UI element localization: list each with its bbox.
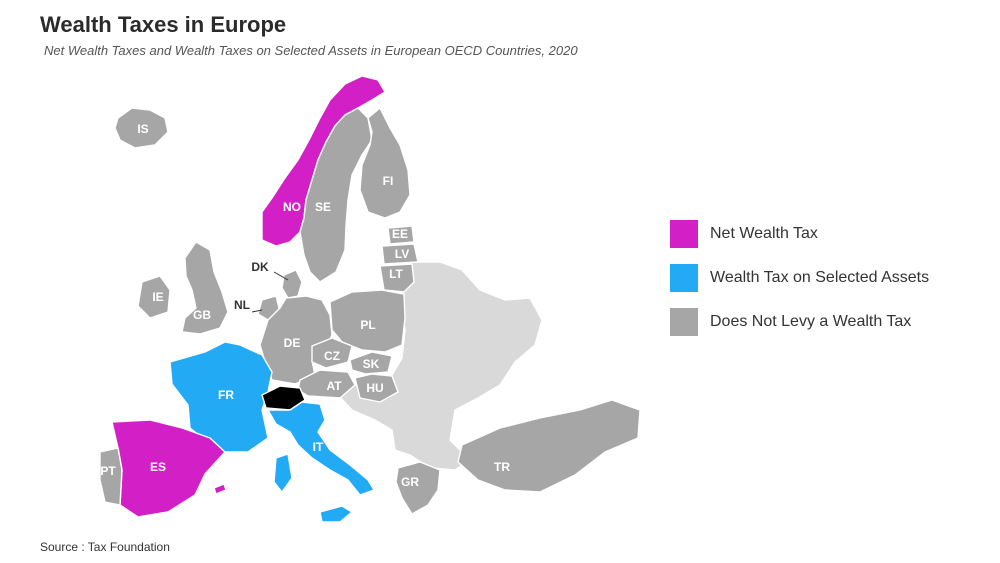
label-lv: LV bbox=[395, 247, 409, 261]
country-it-sicily[interactable] bbox=[319, 505, 353, 523]
label-de: DE bbox=[284, 336, 301, 350]
label-lt: LT bbox=[389, 267, 403, 281]
label-sk: SK bbox=[363, 357, 380, 371]
country-tr[interactable] bbox=[457, 399, 641, 493]
label-it: IT bbox=[313, 440, 324, 454]
country-it-sardinia[interactable] bbox=[273, 453, 293, 493]
label-cz: CZ bbox=[324, 349, 340, 363]
country-cz[interactable] bbox=[311, 337, 353, 369]
country-gb[interactable] bbox=[181, 241, 229, 335]
label-es: ES bbox=[150, 460, 166, 474]
label-gb: GB bbox=[193, 308, 211, 322]
label-ie: IE bbox=[152, 290, 163, 304]
country-pt[interactable] bbox=[99, 447, 123, 506]
country-pl[interactable] bbox=[329, 289, 406, 353]
legend-item-selected-assets: Wealth Tax on Selected Assets bbox=[670, 264, 929, 292]
label-se: SE bbox=[315, 200, 331, 214]
label-tr: TR bbox=[494, 460, 510, 474]
country-sk[interactable] bbox=[349, 351, 393, 375]
label-nl: NL bbox=[234, 298, 250, 312]
non-oecd-region bbox=[337, 261, 543, 471]
country-fr[interactable] bbox=[169, 341, 273, 453]
legend: Net Wealth Tax Wealth Tax on Selected As… bbox=[670, 220, 929, 352]
country-lv[interactable] bbox=[381, 243, 419, 265]
label-ee: EE bbox=[392, 227, 408, 241]
nl-leader-line bbox=[251, 309, 263, 313]
label-pt: PT bbox=[100, 464, 116, 478]
label-gr: GR bbox=[401, 475, 419, 489]
legend-label: Does Not Levy a Wealth Tax bbox=[710, 313, 912, 330]
country-dk[interactable] bbox=[281, 269, 303, 299]
country-fi[interactable] bbox=[359, 107, 411, 219]
chart-title: Wealth Taxes in Europe bbox=[40, 12, 287, 37]
country-it[interactable] bbox=[267, 401, 375, 496]
label-is: IS bbox=[137, 122, 148, 136]
label-dk: DK bbox=[251, 260, 269, 274]
country-es-balearic[interactable] bbox=[213, 483, 227, 495]
dk-leader-line bbox=[273, 271, 289, 281]
legend-item-net-wealth-tax: Net Wealth Tax bbox=[670, 220, 929, 248]
country-is[interactable] bbox=[114, 107, 169, 149]
country-gr[interactable] bbox=[395, 461, 441, 515]
country-ie[interactable] bbox=[137, 275, 171, 319]
country-lt[interactable] bbox=[379, 263, 415, 293]
label-fr: FR bbox=[218, 388, 234, 402]
country-hu[interactable] bbox=[354, 373, 399, 403]
legend-swatch-net-wealth-tax bbox=[670, 220, 698, 248]
country-ee[interactable] bbox=[387, 225, 415, 245]
label-hu: HU bbox=[366, 381, 383, 395]
legend-item-no-wealth-tax: Does Not Levy a Wealth Tax bbox=[670, 308, 929, 336]
source-note: Source : Tax Foundation bbox=[40, 540, 170, 554]
legend-label: Net Wealth Tax bbox=[710, 225, 818, 242]
label-fi: FI bbox=[383, 174, 394, 188]
legend-label: Wealth Tax on Selected Assets bbox=[710, 269, 930, 286]
label-at: AT bbox=[326, 379, 342, 393]
label-pl: PL bbox=[360, 318, 375, 332]
legend-swatch-no-wealth-tax bbox=[670, 308, 698, 336]
label-no: NO bbox=[283, 200, 301, 214]
country-ch[interactable] bbox=[261, 385, 306, 411]
chart-subtitle: Net Wealth Taxes and Wealth Taxes on Sel… bbox=[44, 43, 578, 58]
legend-swatch-selected-assets bbox=[670, 264, 698, 292]
